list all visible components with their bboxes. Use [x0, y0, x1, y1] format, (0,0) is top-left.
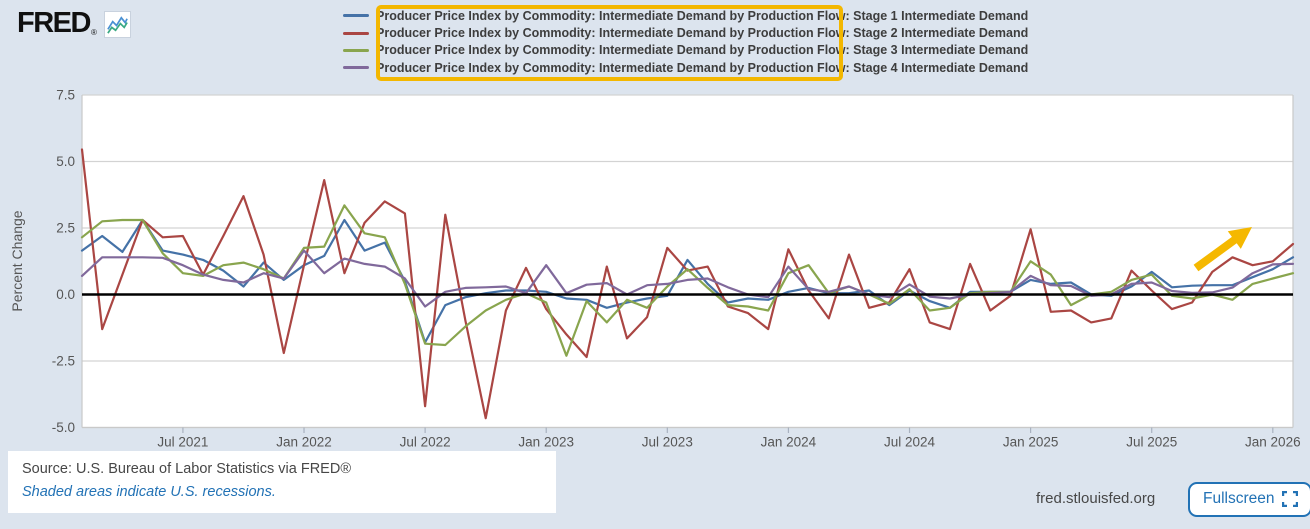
legend-label: Producer Price Index by Commodity: Inter… [376, 60, 1029, 75]
source-notes-card: Source: U.S. Bureau of Labor Statistics … [8, 451, 556, 513]
registered-mark: ® [90, 28, 97, 37]
y-tick-label: 2.5 [56, 221, 75, 236]
line-chart-icon [103, 11, 131, 38]
source-text: Source: U.S. Bureau of Labor Statistics … [22, 461, 352, 477]
legend-item-stage-3: Producer Price Index by Commodity: Inter… [343, 42, 1028, 59]
legend-line-swatch [343, 48, 369, 52]
series-line-stage-4 [80, 249, 1295, 308]
legend-label: Producer Price Index by Commodity: Inter… [376, 8, 1029, 23]
y-tick-label: 7.5 [56, 88, 75, 103]
chart-legend: Producer Price Index by Commodity: Inter… [343, 7, 1028, 77]
x-tick-label: Jan 2026 [1245, 435, 1301, 450]
x-tick-label: Jan 2025 [1003, 435, 1059, 450]
y-tick-label: 5.0 [56, 154, 75, 169]
fullscreen-expand-icon [1281, 491, 1298, 507]
y-tick-label: 0.0 [56, 287, 75, 302]
x-tick-label: Jul 2022 [400, 435, 451, 450]
x-tick-label: Jul 2025 [1126, 435, 1177, 450]
legend-item-stage-4: Producer Price Index by Commodity: Inter… [343, 59, 1028, 76]
fullscreen-label: Fullscreen [1203, 490, 1275, 507]
x-tick-label: Jan 2024 [761, 435, 817, 450]
legend-label: Producer Price Index by Commodity: Inter… [376, 26, 1029, 41]
legend-line-swatch [343, 66, 369, 70]
x-tick-label: Jan 2023 [518, 435, 574, 450]
fred-logo-text: FRED [17, 7, 91, 39]
legend-item-stage-1: Producer Price Index by Commodity: Inter… [343, 7, 1028, 24]
legend-item-stage-2: Producer Price Index by Commodity: Inter… [343, 24, 1028, 41]
y-tick-label: -5.0 [52, 420, 75, 435]
y-tick-label: -2.5 [52, 354, 75, 369]
x-tick-label: Jul 2021 [157, 435, 208, 450]
yellow-trend-arrow [1193, 227, 1252, 272]
x-tick-label: Jul 2024 [884, 435, 936, 450]
fullscreen-button[interactable]: Fullscreen [1188, 482, 1310, 517]
legend-line-swatch [343, 14, 369, 18]
x-tick-label: Jul 2023 [642, 435, 693, 450]
legend-line-swatch [343, 31, 369, 35]
x-tick-label: Jan 2022 [276, 435, 332, 450]
legend-label: Producer Price Index by Commodity: Inter… [376, 43, 1029, 58]
y-axis-title: Percent Change [9, 210, 25, 311]
fred-site-link[interactable]: fred.stlouisfed.org [1036, 490, 1156, 507]
recessions-note-link[interactable]: Shaded areas indicate U.S. recessions. [22, 484, 276, 500]
fred-logo[interactable]: FRED ® [17, 9, 131, 38]
